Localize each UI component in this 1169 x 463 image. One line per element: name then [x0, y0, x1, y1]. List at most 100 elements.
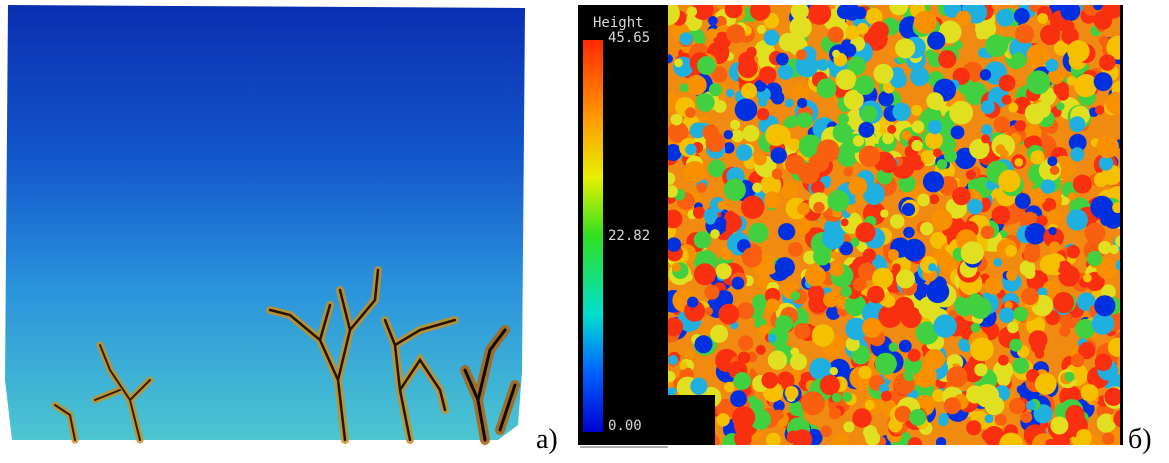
canopy-blob: [724, 130, 733, 139]
canopy-blob: [848, 177, 867, 196]
canopy-blob: [981, 124, 992, 135]
canopy-blob: [1064, 372, 1074, 382]
canopy-blob: [1025, 223, 1047, 245]
canopy-blob: [855, 222, 875, 242]
canopy-blob: [808, 285, 825, 302]
canopy-blob: [967, 199, 983, 215]
canopy-blob: [790, 353, 807, 370]
canopy-blob: [787, 431, 800, 444]
canopy-blob: [908, 349, 921, 362]
canopy-blob: [1106, 92, 1129, 115]
canopy-blob: [1013, 307, 1028, 322]
canopy-blob: [1093, 1, 1103, 11]
canopy-blob: [1005, 245, 1017, 257]
canopy-blob: [1050, 417, 1068, 435]
canopy-blob: [843, 167, 853, 177]
canopy-blob: [882, 133, 894, 145]
canopy-blob: [736, 144, 753, 161]
canopy-blob: [980, 69, 991, 80]
canopy-blob: [681, 384, 689, 392]
canopy-blob: [685, 144, 696, 155]
canopy-blob: [1093, 11, 1112, 30]
canopy-blob: [679, 361, 687, 369]
canopy-blob: [1056, 102, 1064, 110]
canopy-blob: [860, 105, 877, 122]
canopy-blob: [721, 249, 733, 261]
canopy-blob: [945, 27, 955, 37]
canopy-blob: [1071, 354, 1085, 368]
canopy-blob: [796, 49, 807, 60]
canopy-blob: [718, 201, 727, 210]
canopy-blob: [741, 83, 757, 99]
canopy-blob: [1083, 274, 1092, 283]
canopy-blob: [685, 107, 696, 118]
canopy-blob: [695, 335, 713, 353]
canopy-blob: [707, 28, 718, 39]
canopy-blob: [912, 121, 925, 134]
canopy-blob: [1015, 158, 1024, 167]
canopy-blob: [846, 25, 860, 39]
canopy-blob: [867, 286, 885, 304]
canopy-blob: [1040, 306, 1048, 314]
canopy-blob: [1050, 165, 1060, 175]
canopy-blob: [680, 32, 693, 45]
canopy-blob: [985, 34, 1008, 57]
canopy-blob: [674, 59, 683, 68]
canopy-blob: [971, 323, 981, 333]
canopy-blob: [832, 50, 840, 58]
canopy-blob: [833, 123, 853, 143]
canopy-blob: [833, 433, 850, 450]
colorbar-title: Height: [593, 15, 644, 31]
canopy-blob: [970, 297, 992, 319]
canopy-blob: [790, 348, 799, 357]
canopy-blob: [956, 11, 972, 27]
canopy-blob: [1026, 70, 1050, 94]
canopy-blob: [921, 151, 935, 165]
canopy-blob: [705, 214, 715, 224]
canopy-blob: [766, 299, 780, 313]
canopy-blob: [981, 226, 995, 240]
canopy-blob: [911, 105, 922, 116]
canopy-blob: [858, 122, 874, 138]
canopy-blob: [1085, 223, 1106, 244]
canopy-blob: [797, 98, 807, 108]
canopy-blob: [768, 334, 777, 343]
canopy-blob: [743, 125, 760, 142]
canopy-blob: [996, 9, 1014, 27]
canopy-blob: [761, 372, 778, 389]
canopy-blob: [758, 98, 767, 107]
canopy-blob: [726, 24, 745, 43]
canopy-blob: [771, 91, 784, 104]
canopy-blob: [668, 355, 678, 365]
canopy-blob: [827, 190, 849, 212]
canopy-blob: [820, 375, 840, 395]
canopy-blob: [829, 290, 838, 299]
canopy-blob: [1104, 388, 1122, 406]
canopy-blob: [830, 367, 838, 375]
colorbar: [583, 40, 603, 432]
canopy-blob: [1094, 72, 1113, 91]
canopy-blob: [1067, 40, 1089, 62]
canopy-blob: [828, 26, 844, 42]
canopy-blob: [1068, 192, 1076, 200]
canopy-blob: [733, 372, 751, 390]
canopy-blob: [862, 318, 882, 338]
canopy-blob: [680, 83, 689, 92]
canopy-blob: [841, 286, 852, 297]
canopy-blob: [999, 75, 1016, 92]
canopy-blob: [704, 307, 713, 316]
canopy-blob: [794, 219, 810, 235]
canopy-blob: [966, 420, 981, 435]
canopy-blob: [880, 156, 897, 173]
canopy-blob: [748, 223, 768, 243]
canopy-blob: [1040, 25, 1060, 45]
canopy-blob: [1002, 95, 1012, 105]
canopy-blob: [697, 183, 707, 193]
canopy-blob: [788, 242, 803, 257]
canopy-blob: [1108, 338, 1127, 357]
canopy-blob: [1037, 13, 1048, 24]
canopy-blob: [896, 270, 915, 289]
canopy-blob: [901, 130, 911, 140]
canopy-blob: [920, 222, 933, 235]
canopy-blob: [1081, 384, 1099, 402]
